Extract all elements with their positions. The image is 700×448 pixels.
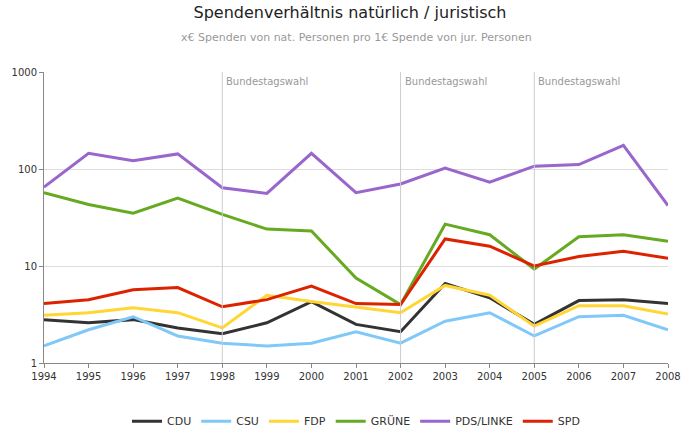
svg-text:2001: 2001 [343, 371, 368, 382]
svg-text:Bundestagswahl: Bundestagswahl [538, 76, 620, 87]
svg-text:2000: 2000 [299, 371, 324, 382]
svg-text:1994: 1994 [31, 371, 56, 382]
svg-text:CDU: CDU [167, 415, 191, 428]
svg-text:1998: 1998 [210, 371, 235, 382]
svg-text:Bundestagswahl: Bundestagswahl [226, 76, 308, 87]
svg-text:2007: 2007 [611, 371, 636, 382]
svg-text:10: 10 [24, 261, 37, 272]
svg-text:100: 100 [18, 164, 37, 175]
svg-text:Spendenverhältnis natürlich /: Spendenverhältnis natürlich / juristisch [194, 3, 507, 22]
svg-text:Bundestagswahl: Bundestagswahl [405, 76, 487, 87]
svg-text:x€ Spenden von nat. Personen p: x€ Spenden von nat. Personen pro 1€ Spen… [181, 31, 532, 44]
svg-text:FDP: FDP [304, 415, 326, 428]
svg-text:2004: 2004 [477, 371, 502, 382]
svg-text:2002: 2002 [388, 371, 413, 382]
svg-text:2005: 2005 [522, 371, 547, 382]
svg-text:CSU: CSU [236, 415, 259, 428]
svg-text:2006: 2006 [566, 371, 591, 382]
svg-text:2003: 2003 [432, 371, 457, 382]
svg-text:PDS/LINKE: PDS/LINKE [455, 415, 513, 428]
svg-text:1999: 1999 [254, 371, 279, 382]
svg-text:GRÜNE: GRÜNE [371, 415, 410, 428]
svg-text:1997: 1997 [165, 371, 190, 382]
svg-text:1: 1 [31, 358, 37, 369]
svg-text:1996: 1996 [120, 371, 145, 382]
svg-text:1995: 1995 [76, 371, 101, 382]
svg-text:SPD: SPD [558, 415, 580, 428]
svg-text:2008: 2008 [655, 371, 680, 382]
svg-text:1000: 1000 [12, 67, 37, 78]
